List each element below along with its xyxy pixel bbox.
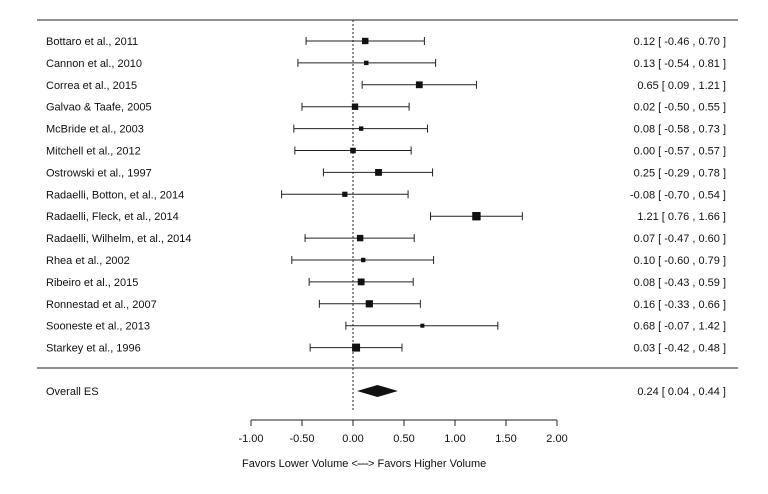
study-effect-value: 0.07 [ -0.47 , 0.60 ]	[634, 233, 726, 245]
effect-size-marker	[357, 278, 365, 286]
effect-size-marker	[350, 147, 356, 154]
effect-size-marker	[358, 126, 364, 131]
study-effect-value: 0.13 [ -0.54 , 0.81 ]	[634, 58, 726, 70]
study-label: Radaelli, Botton, et al., 2014	[46, 189, 184, 201]
study-label: Ronnestad et al., 2007	[46, 299, 157, 311]
study-label: Cannon et al., 2010	[46, 58, 142, 70]
study-label: Starkey et al., 1996	[46, 343, 141, 355]
effect-size-marker	[352, 343, 361, 352]
effect-size-marker	[365, 300, 373, 308]
x-axis-label-left: Favors Lower Volume <---	[242, 458, 369, 470]
study-label: Sooneste et al., 2013	[46, 321, 150, 333]
study-label: Bottaro et al., 2011	[46, 36, 138, 48]
study-label: Rhea et al., 2002	[46, 255, 130, 267]
effect-size-marker	[361, 257, 366, 263]
study-label: McBride et al., 2003	[46, 124, 144, 136]
study-effect-value: 0.25 [ -0.29 , 0.78 ]	[634, 167, 726, 179]
effect-size-marker	[356, 234, 364, 242]
effect-size-marker	[472, 212, 481, 221]
overall-diamond	[357, 385, 398, 397]
x-tick-label: 0.50	[393, 433, 414, 445]
x-tick-label: 2.00	[546, 433, 567, 445]
x-tick-label: -0.50	[289, 433, 314, 445]
x-tick-label: -1.00	[238, 433, 263, 445]
effect-size-marker	[362, 37, 369, 45]
study-effect-value: 0.10 [ -0.60 , 0.79 ]	[634, 255, 726, 267]
study-effect-value: 0.03 [ -0.42 , 0.48 ]	[634, 343, 726, 355]
study-label: Correa et al., 2015	[46, 80, 137, 92]
x-tick-label: 0.00	[342, 433, 363, 445]
study-effect-value: -0.08 [ -0.70 , 0.54 ]	[630, 189, 726, 201]
study-label: Ribeiro et al., 2015	[46, 277, 138, 289]
overall-effect-value: 0.24 [ 0.04 , 0.44 ]	[637, 386, 726, 398]
x-tick-label: 1.00	[444, 433, 465, 445]
study-effect-value: 0.12 [ -0.46 , 0.70 ]	[634, 36, 726, 48]
study-effect-value: 0.02 [ -0.50 , 0.55 ]	[634, 102, 726, 114]
study-rows: Bottaro et al., 2011 0.12 [ -0.46 , 0.70 …	[46, 36, 726, 355]
study-effect-value: 0.65 [ 0.09 , 1.21 ]	[637, 80, 726, 92]
effect-size-marker	[420, 323, 425, 328]
study-label: Ostrowski et al., 1997	[46, 167, 152, 179]
x-tick-label: 1.50	[495, 433, 516, 445]
study-effect-value: 0.68 [ -0.07 , 1.42 ]	[634, 321, 726, 333]
effect-size-marker	[351, 103, 359, 110]
study-effect-value: 1.21 [ 0.76 , 1.66 ]	[637, 211, 726, 223]
overall-label: Overall ES	[46, 386, 99, 398]
study-effect-value: 0.08 [ -0.43 , 0.59 ]	[634, 277, 726, 289]
effect-size-marker	[342, 191, 348, 197]
study-label: Galvao & Taafe, 2005	[46, 102, 152, 114]
x-axis: -1.00 -0.50 0.00 0.50 1.00 1.50 2.00	[238, 419, 568, 445]
effect-size-marker	[364, 60, 369, 66]
effect-size-marker	[375, 169, 382, 176]
study-label: Radaelli, Fleck, et al., 2014	[46, 211, 179, 223]
study-label: Mitchell et al., 2012	[46, 146, 141, 158]
overall-row: Overall ES 0.24 [ 0.04 , 0.44 ]	[46, 385, 726, 398]
x-axis-label-right: ---> Favors Higher Volume	[357, 458, 486, 470]
study-effect-value: 0.00 [ -0.57 , 0.57 ]	[634, 146, 726, 158]
effect-size-marker	[415, 81, 423, 89]
study-label: Radaelli, Wilhelm, et al., 2014	[46, 233, 192, 245]
study-effect-value: 0.08 [ -0.58 , 0.73 ]	[634, 124, 726, 136]
study-effect-value: 0.16 [ -0.33 , 0.66 ]	[634, 299, 726, 311]
